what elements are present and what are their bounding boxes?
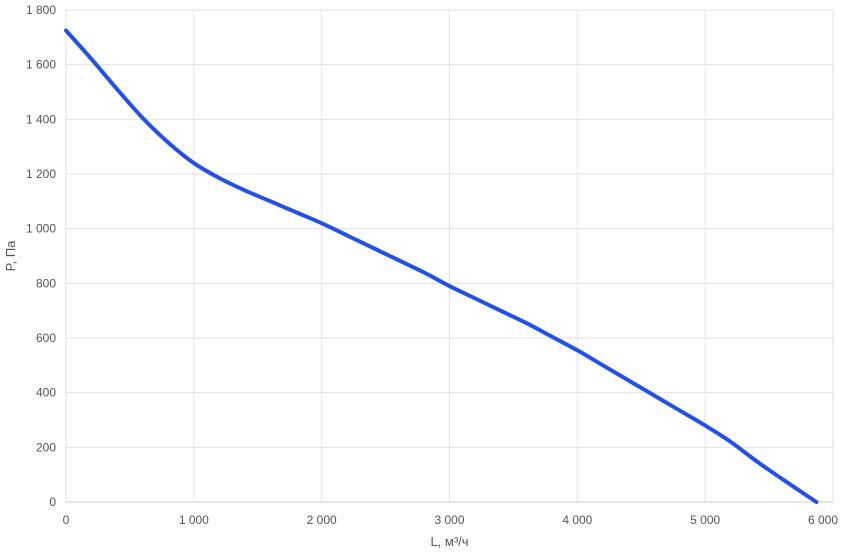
x-tick-label: 5 000: [690, 513, 720, 527]
x-tick-label: 2 000: [307, 513, 337, 527]
x-tick-label: 1 000: [179, 513, 209, 527]
y-tick-label: 1 000: [26, 222, 56, 236]
y-tick-label: 1 600: [26, 58, 56, 72]
y-axis-title: P, Па: [3, 240, 18, 272]
y-tick-label: 800: [36, 276, 56, 290]
y-axis-ticks: 0 200 400 600 800 1 000 1 200 1 400 1 600 1 800: [26, 3, 56, 509]
x-tick-label: 0: [63, 513, 70, 527]
grid-lines: [65, 9, 834, 502]
x-axis-title: L, м³/ч: [430, 534, 468, 549]
y-tick-label: 1 800: [26, 3, 56, 17]
x-axis-ticks: 0 1 000 2 000 3 000 4 000 5 000 6 000: [63, 513, 839, 527]
x-tick-label: 6 000: [808, 513, 838, 527]
y-tick-label: 200: [36, 440, 56, 454]
x-tick-label: 4 000: [562, 513, 592, 527]
y-tick-label: 400: [36, 386, 56, 400]
x-tick-label: 3 000: [434, 513, 464, 527]
series-group: [64, 28, 819, 504]
y-tick-label: 0: [49, 495, 56, 509]
y-tick-label: 600: [36, 331, 56, 345]
y-tick-label: 1 400: [26, 112, 56, 126]
y-tick-label: 1 200: [26, 167, 56, 181]
series-line: [64, 28, 819, 504]
